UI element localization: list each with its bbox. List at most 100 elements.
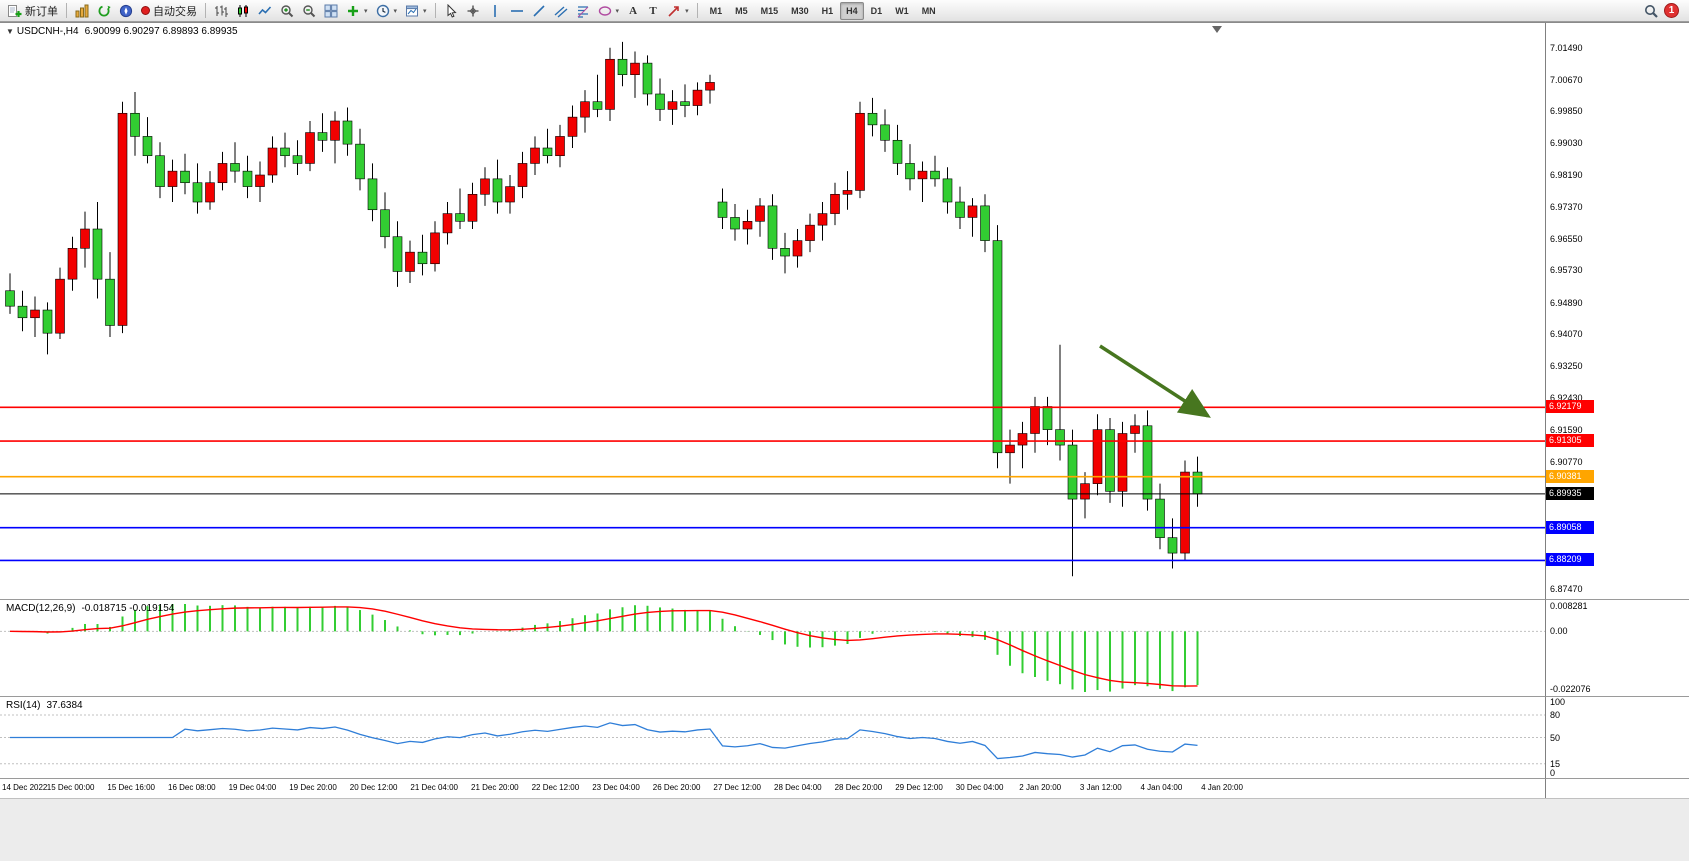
search-button[interactable] <box>1640 1 1662 20</box>
time-axis-label: 4 Jan 04:00 <box>1140 783 1183 792</box>
time-axis-label: 22 Dec 12:00 <box>531 783 580 792</box>
timeframe-button-D1[interactable]: D1 <box>870 5 883 16</box>
rsi-canvas[interactable] <box>0 697 1545 778</box>
refresh-icon <box>98 5 111 16</box>
templates-icon <box>406 5 419 16</box>
text-tool-button[interactable]: A <box>623 1 643 20</box>
time-axis-label: 20 Dec 12:00 <box>349 783 398 792</box>
window-bottom-area <box>0 798 1689 861</box>
timeframe-button-W1[interactable]: W1 <box>895 5 909 16</box>
candlestick-mode-button[interactable] <box>232 1 254 20</box>
macd-axis-label: 0.00 <box>1550 626 1568 637</box>
text-label-tool-button[interactable]: T <box>643 1 663 20</box>
zoom-out-button[interactable] <box>298 1 320 20</box>
channel-icon <box>554 5 568 18</box>
price-axis[interactable]: 7.01490 7.00670 6.99850 6.99030 6.98190 6.973… <box>1545 23 1689 599</box>
macd-histogram <box>21 604 1199 692</box>
timeframe-button-M5[interactable]: M5 <box>735 5 748 16</box>
tile-windows-icon <box>324 4 338 17</box>
macd-axis: 0.008281 0.00 -0.022076 <box>1545 599 1689 696</box>
candles-canvas[interactable] <box>0 23 1545 599</box>
timeframe-button-M15[interactable]: M15 <box>760 5 779 16</box>
price-axis-label: 6.94070 <box>1550 329 1583 340</box>
chart-title: ▼ USDCNH-,H4 6.90099 6.90297 6.89893 6.899… <box>6 26 238 37</box>
timeframe-button-MN[interactable]: MN <box>921 5 936 16</box>
macd-canvas[interactable] <box>0 600 1545 696</box>
timeframe-button-H4[interactable]: H4 <box>840 1 864 20</box>
time-axis-label: 16 Dec 08:00 <box>168 783 216 792</box>
rsi-axis: 100 80 50 15 0 <box>1545 696 1689 778</box>
zoom-in-button[interactable] <box>276 1 298 20</box>
price-axis-label: 6.94890 <box>1550 297 1583 308</box>
search-icon <box>1645 4 1658 18</box>
timeframe-button-M1[interactable]: M1 <box>709 5 723 16</box>
market-watch-icon <box>75 4 89 17</box>
tile-windows-button[interactable] <box>320 1 342 20</box>
line-chart-mode-button[interactable] <box>254 1 276 20</box>
rsi-value: 37.6384 <box>46 700 83 711</box>
arrows-tool-button[interactable]: ▾ <box>663 1 693 20</box>
timeframe-button-M30[interactable]: M30 <box>791 5 809 16</box>
chevron-down-icon: ▾ <box>685 7 689 15</box>
symbol-dropdown-icon[interactable]: ▼ <box>6 27 14 36</box>
time-axis-label: 29 Dec 12:00 <box>895 783 943 792</box>
shapes-tool-button[interactable]: ▾ <box>594 1 624 20</box>
price-tag: 6.90381 <box>1546 469 1594 483</box>
zoom-in-icon <box>281 4 294 17</box>
cursor-tool-button[interactable] <box>440 1 462 20</box>
crosshair-icon <box>467 5 479 16</box>
chart-shift-marker[interactable] <box>1212 26 1222 33</box>
text-icon: A <box>629 4 638 17</box>
auto-trading-label: 自动交易 <box>153 5 197 18</box>
price-tag: 6.91305 <box>1546 434 1594 447</box>
indicators-icon <box>348 5 358 16</box>
chart-window: ▼ USDCNH-,H4 6.90099 6.90297 6.89893 6.899… <box>0 22 1689 798</box>
indicators-button[interactable]: ▾ <box>342 1 372 20</box>
market-watch-button[interactable] <box>71 1 93 20</box>
rsi-panel: RSI(14) 37.6384 100 80 50 15 0 <box>0 696 1689 778</box>
channel-tool-button[interactable] <box>550 1 572 20</box>
rsi-chart[interactable]: RSI(14) 37.6384 <box>0 696 1545 778</box>
new-order-button[interactable]: 新订单 <box>4 1 62 20</box>
candlestick-chart[interactable]: ▼ USDCNH-,H4 6.90099 6.90297 6.89893 6.899… <box>0 23 1545 599</box>
chevron-down-icon: ▾ <box>393 7 398 15</box>
price-axis-label: 6.87470 <box>1550 583 1583 594</box>
time-axis-label: 19 Dec 04:00 <box>228 783 277 792</box>
time-axis-label: 3 Jan 12:00 <box>1079 783 1122 792</box>
price-axis-label: 7.00670 <box>1550 74 1583 85</box>
fibonacci-tool-button[interactable] <box>572 1 594 20</box>
separator <box>66 3 67 18</box>
price-axis-label: 6.99030 <box>1550 137 1583 148</box>
trendline-tool-button[interactable] <box>528 1 550 20</box>
auto-trading-status-icon <box>141 6 150 15</box>
time-axis-label: 26 Dec 20:00 <box>652 783 701 792</box>
notification-badge[interactable]: 1 <box>1664 3 1679 18</box>
macd-signal-line <box>9 606 1198 687</box>
crosshair-tool-button[interactable] <box>462 1 484 20</box>
chevron-down-icon: ▾ <box>423 7 427 15</box>
refresh-button[interactable] <box>93 1 115 20</box>
rsi-label: RSI(14) 37.6384 <box>6 700 83 711</box>
timeframes-menu-button[interactable]: ▾ <box>372 1 402 20</box>
timeframe-button-H1[interactable]: H1 <box>821 5 834 16</box>
trend-arrow-annotation[interactable] <box>1099 344 1211 418</box>
horizontal-lines[interactable] <box>0 406 1545 562</box>
chart-symbol-period: USDCNH-,H4 <box>16 26 79 37</box>
chevron-down-icon: ▾ <box>615 7 620 15</box>
templates-button[interactable]: ▾ <box>401 1 431 20</box>
bar-chart-mode-button[interactable] <box>210 1 232 20</box>
time-axis-label: 19 Dec 20:00 <box>289 783 337 792</box>
time-axis-panel: 14 Dec 2022 15 Dec 00:00 15 Dec 16:00 16 De… <box>0 778 1689 798</box>
price-tag: 6.92179 <box>1546 400 1594 414</box>
macd-chart[interactable]: MACD(12,26,9) -0.018715 -0.019154 <box>0 599 1545 696</box>
separator <box>205 3 206 18</box>
auto-trading-button[interactable]: 自动交易 <box>137 1 201 20</box>
time-axis[interactable]: 14 Dec 2022 15 Dec 00:00 15 Dec 16:00 16 De… <box>0 778 1545 798</box>
vertical-line-tool-button[interactable] <box>484 1 506 20</box>
new-order-icon <box>8 4 22 17</box>
horizontal-line-tool-button[interactable] <box>506 1 528 20</box>
macd-name: MACD(12,26,9) <box>6 603 76 614</box>
navigator-button[interactable] <box>115 1 137 20</box>
rsi-name: RSI(14) <box>6 700 41 711</box>
rsi-axis-label: 100 <box>1550 697 1566 707</box>
